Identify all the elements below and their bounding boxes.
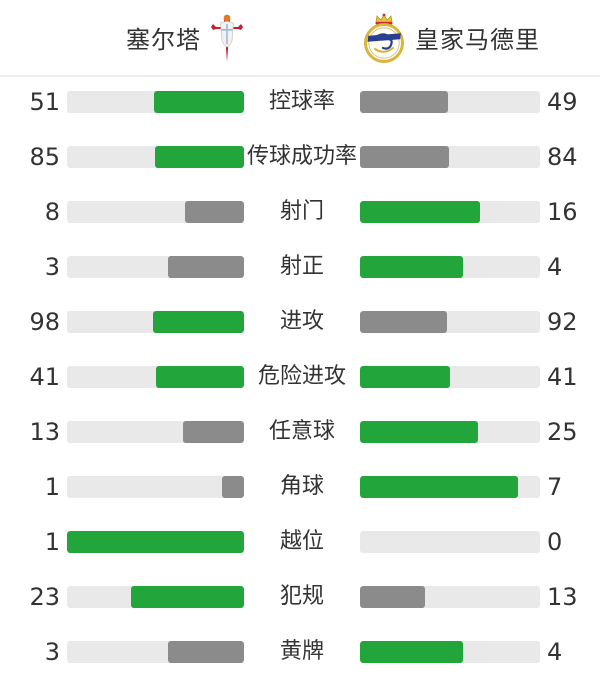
home-bar-track <box>67 586 244 608</box>
home-bar-track <box>67 366 244 388</box>
stat-label: 任意球 <box>268 419 335 444</box>
away-value: 0 <box>547 528 563 556</box>
away-bar-fill <box>360 476 518 498</box>
away-bar-fill <box>360 421 479 443</box>
away-value: 16 <box>547 198 578 226</box>
away-bar-track <box>360 641 540 663</box>
away-bar-fill <box>360 311 448 333</box>
home-team: 塞尔塔 <box>126 13 244 63</box>
away-team-name: 皇家马德里 <box>415 26 540 54</box>
stat-row: 3 黄牌 4 <box>0 638 600 666</box>
away-bar-fill <box>360 201 480 223</box>
home-value: 41 <box>29 363 60 391</box>
away-value: 4 <box>547 253 563 281</box>
home-bar-fill <box>168 256 244 278</box>
away-bar-track <box>360 311 540 333</box>
home-team-name: 塞尔塔 <box>126 26 201 54</box>
home-value: 13 <box>29 418 60 446</box>
stat-row: 1 角球 7 <box>0 473 600 501</box>
away-value: 41 <box>547 363 578 391</box>
celta-vigo-crest-icon <box>211 14 243 62</box>
home-value: 1 <box>44 473 60 501</box>
home-bar-fill <box>130 586 244 608</box>
home-value: 51 <box>29 88 60 116</box>
home-bar-fill <box>221 476 244 498</box>
away-value: 25 <box>547 418 578 446</box>
away-bar-track <box>360 146 540 168</box>
stat-label: 角球 <box>279 474 324 499</box>
stat-label: 危险进攻 <box>257 364 346 389</box>
away-bar-fill <box>360 586 425 608</box>
home-bar-track <box>67 146 244 168</box>
home-bar-track <box>67 201 244 223</box>
header: 塞尔塔 <box>0 0 600 77</box>
stat-row: 8 射门 16 <box>0 198 600 226</box>
away-bar-track <box>360 421 540 443</box>
home-bar-track <box>67 421 244 443</box>
home-value: 1 <box>44 528 60 556</box>
away-value: 92 <box>547 308 578 336</box>
home-bar-fill <box>185 201 244 223</box>
stat-label: 射门 <box>279 199 324 224</box>
home-bar-fill <box>183 421 244 443</box>
stat-row: 41 危险进攻 41 <box>0 363 600 391</box>
away-bar-fill <box>360 256 463 278</box>
away-team: 皇家马德里 <box>362 13 540 63</box>
home-bar-track <box>67 531 244 553</box>
stat-row: 23 犯规 13 <box>0 583 600 611</box>
away-bar-track <box>360 531 540 553</box>
stat-label: 传球成功率 <box>246 144 357 169</box>
stat-row: 98 进攻 92 <box>0 308 600 336</box>
stat-label: 控球率 <box>268 89 335 114</box>
home-bar-fill <box>67 531 244 553</box>
away-bar-track <box>360 476 540 498</box>
home-value: 3 <box>44 638 60 666</box>
home-bar-track <box>67 256 244 278</box>
away-bar-fill <box>360 91 449 113</box>
away-bar-track <box>360 586 540 608</box>
home-bar-fill <box>154 146 244 168</box>
stat-label: 犯规 <box>279 584 324 609</box>
away-bar-fill <box>360 146 450 168</box>
away-bar-track <box>360 256 540 278</box>
home-bar-track <box>67 91 244 113</box>
away-value: 49 <box>547 88 578 116</box>
stat-label: 射正 <box>279 254 324 279</box>
away-value: 4 <box>547 638 563 666</box>
stat-label: 越位 <box>279 529 324 554</box>
home-bar-track <box>67 641 244 663</box>
home-bar-track <box>67 311 244 333</box>
away-value: 84 <box>547 143 578 171</box>
home-bar-track <box>67 476 244 498</box>
stats-list: 51 控球率 49 85 传球成功率 84 8 <box>0 77 600 666</box>
stat-row: 85 传球成功率 84 <box>0 143 600 171</box>
away-value: 13 <box>547 583 578 611</box>
home-value: 23 <box>29 583 60 611</box>
home-value: 85 <box>29 143 60 171</box>
away-bar-track <box>360 366 540 388</box>
away-value: 7 <box>547 473 563 501</box>
stat-label: 黄牌 <box>279 639 324 664</box>
stat-row: 51 控球率 49 <box>0 88 600 116</box>
stat-row: 13 任意球 25 <box>0 418 600 446</box>
home-bar-fill <box>152 311 244 333</box>
stat-row: 1 越位 0 <box>0 528 600 556</box>
away-bar-fill <box>360 366 450 388</box>
home-value: 98 <box>29 308 60 336</box>
away-bar-fill <box>360 641 463 663</box>
stat-row: 3 射正 4 <box>0 253 600 281</box>
away-bar-track <box>360 201 540 223</box>
home-value: 8 <box>44 198 60 226</box>
home-bar-fill <box>155 366 244 388</box>
real-madrid-crest-icon <box>364 13 404 63</box>
home-bar-fill <box>168 641 244 663</box>
home-bar-fill <box>153 91 244 113</box>
away-bar-track <box>360 91 540 113</box>
stat-label: 进攻 <box>279 309 324 334</box>
home-value: 3 <box>44 253 60 281</box>
